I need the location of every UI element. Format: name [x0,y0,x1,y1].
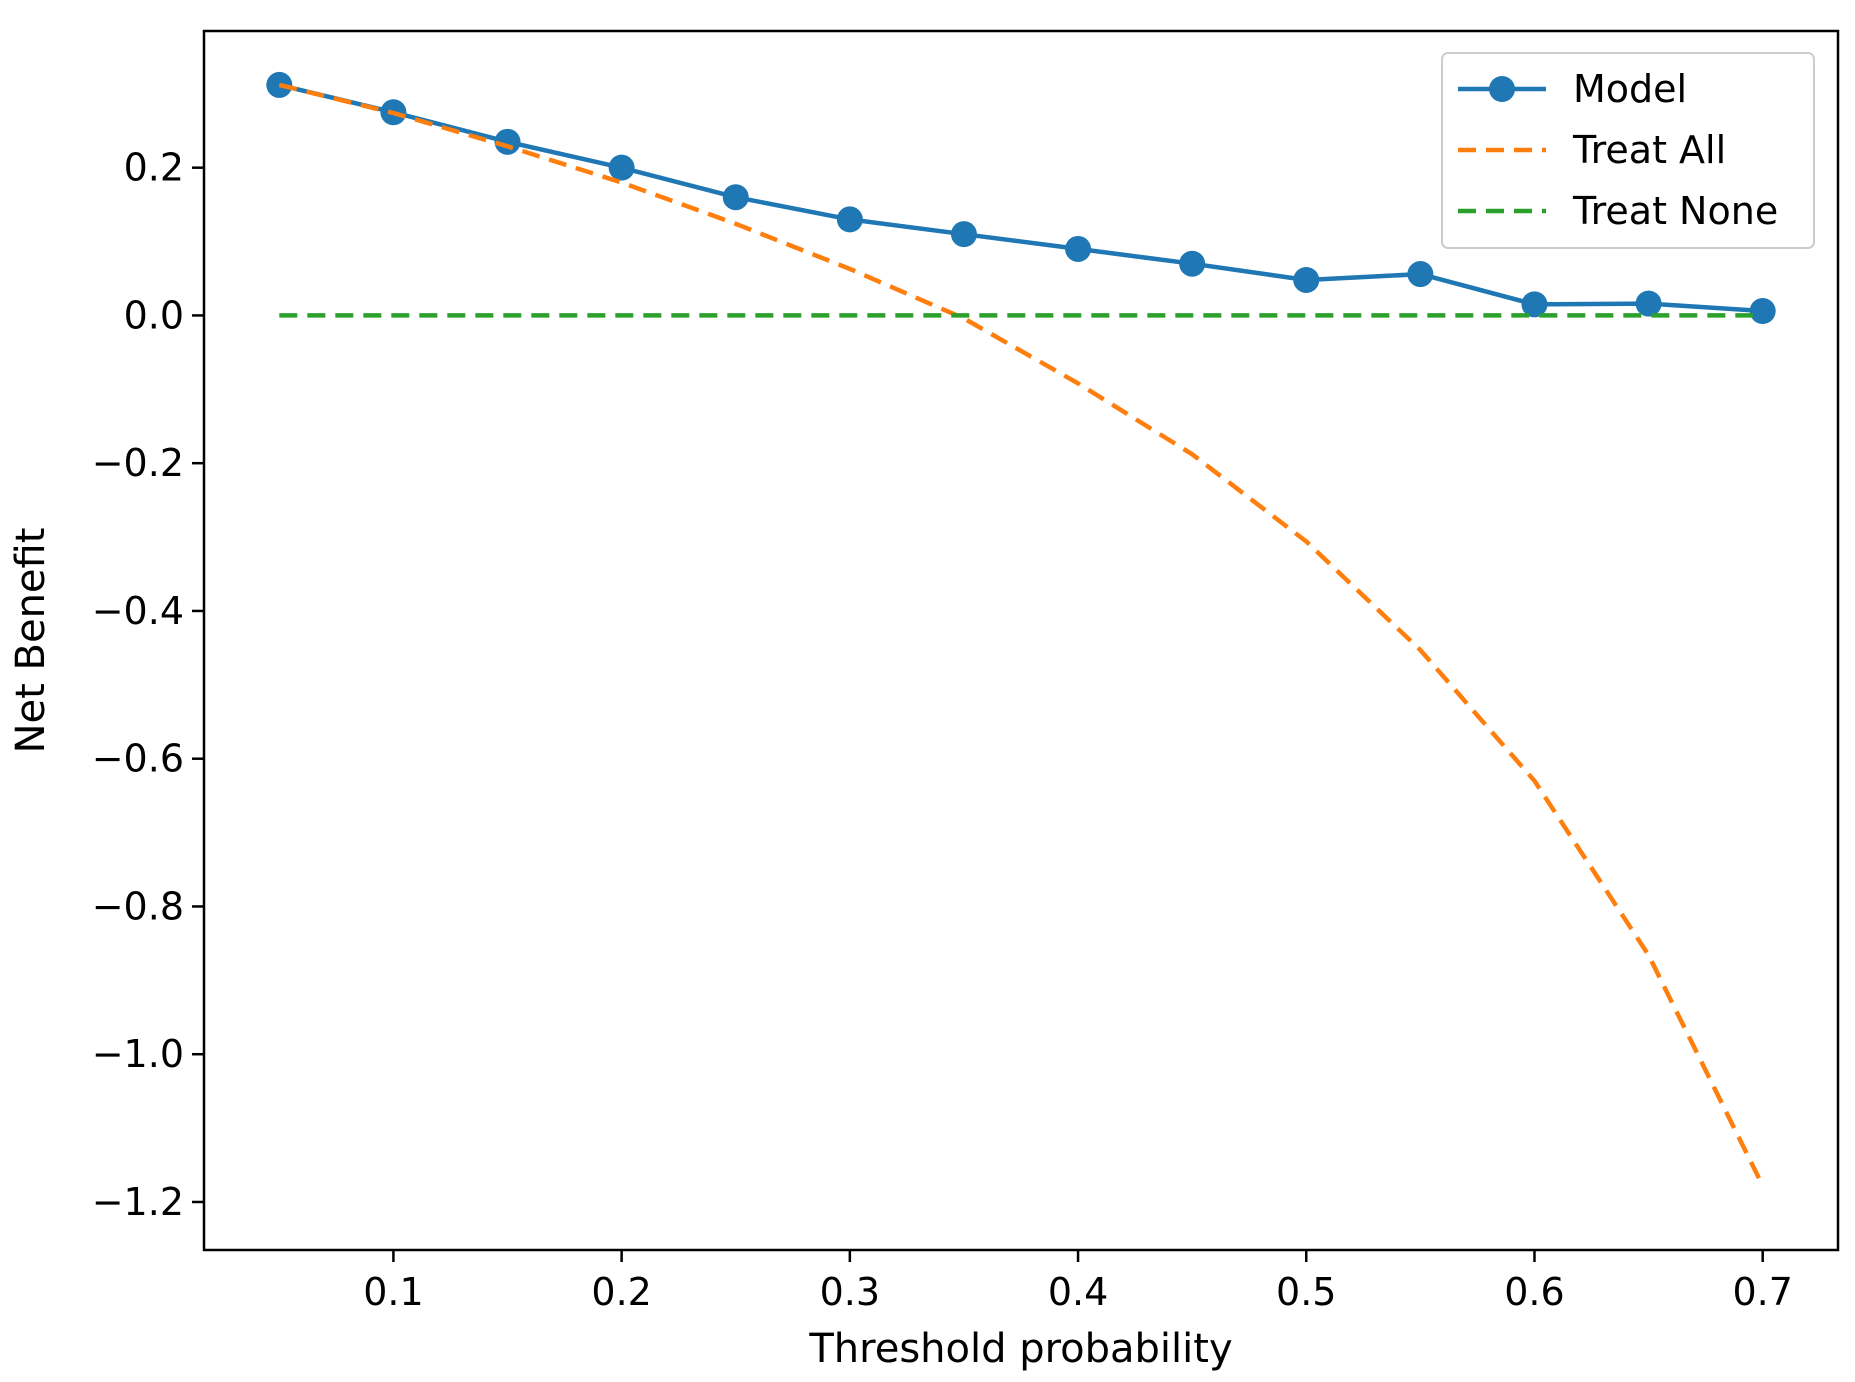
data-point [608,154,635,181]
data-point [1407,261,1434,288]
y-tick-label: −1.0 [92,1032,184,1076]
legend-entry: Treat All [1458,128,1726,172]
series-line [278,82,1763,314]
x-tick-label: 0.2 [591,1270,651,1314]
data-point [494,128,521,155]
legend-label: Model [1573,67,1687,111]
data-point [1635,290,1662,317]
legend-label: Treat All [1572,128,1726,172]
legend-box [1441,52,1815,249]
y-tick-label: −0.8 [92,884,184,928]
series-line [278,82,1765,1187]
x-tick-label: 0.6 [1504,1270,1564,1314]
legend-label: Treat None [1572,189,1778,233]
data-point [1749,298,1776,325]
data-point [1179,250,1206,277]
x-tick-label: 0.5 [1276,1270,1336,1314]
data-point [1293,266,1320,293]
y-axis-title: Net Benefit [8,528,54,754]
plot-area [266,71,1776,1187]
series-model [266,71,1776,325]
x-tick-label: 0.7 [1732,1270,1792,1314]
data-point [950,221,977,248]
data-point [722,184,749,211]
x-tick-label: 0.4 [1048,1270,1108,1314]
y-tick-label: 0.2 [124,146,184,190]
y-tick-label: 0.0 [124,293,184,337]
legend: Model Treat All Treat None [1441,52,1815,249]
y-tick-label: −0.2 [92,441,184,485]
x-tick-label: 0.3 [820,1270,880,1314]
data-point [1065,235,1092,262]
y-tick-label: −1.2 [92,1180,184,1224]
data-point [1521,291,1548,318]
legend-entry: Treat None [1458,189,1778,233]
data-point [836,206,863,233]
legend-entry: Model [1458,67,1687,111]
series-treat-all [278,82,1765,1187]
x-axis-title: Threshold probability [808,1326,1232,1372]
y-tick-label: −0.6 [92,737,184,781]
y-tick-label: −0.4 [92,589,184,633]
axes: 0.1 0.2 0.3 0.4 0.5 0.6 0.7 0.2 0.0 −0.2 −0.4 −0.6 −… [92,29,1840,1314]
x-tick-label: 0.1 [363,1270,423,1314]
legend-marker [1489,76,1515,102]
axes-frame [202,29,1840,1252]
